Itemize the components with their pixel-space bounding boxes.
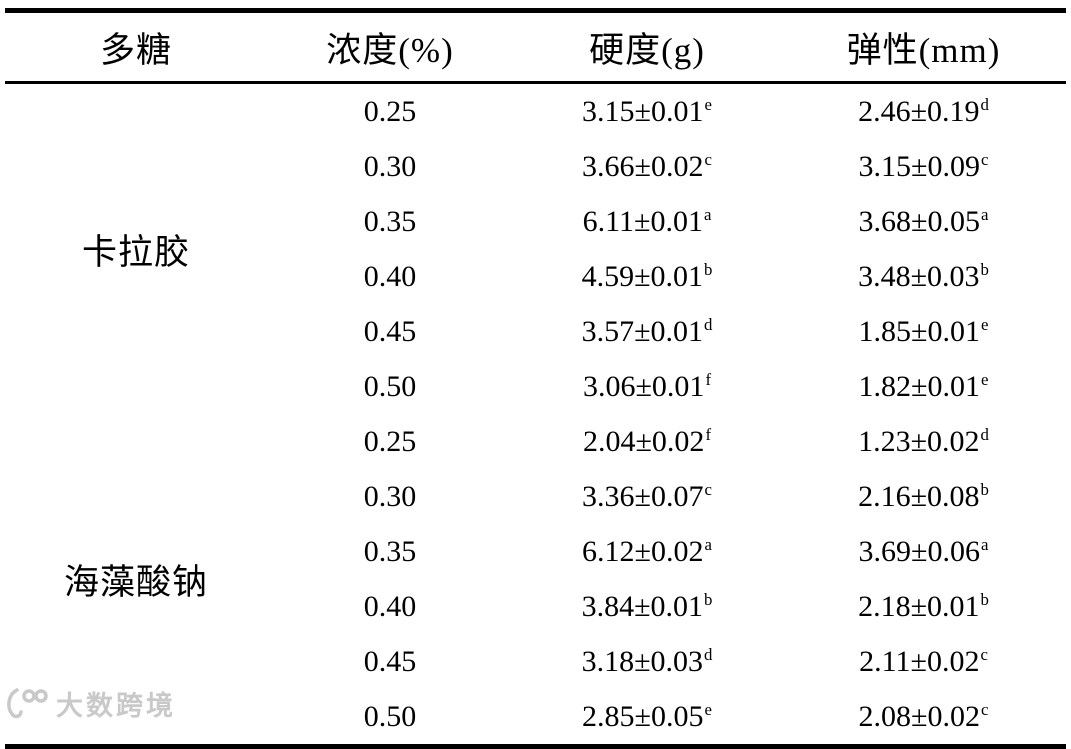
table-row: 0.40 3.84±0.01b 2.18±0.01b bbox=[5, 579, 1066, 634]
table-row: 0.45 3.57±0.01d 1.85±0.01e bbox=[5, 304, 1066, 359]
hardness-cell: 3.57±0.01d bbox=[581, 314, 713, 348]
concentration-cell: 0.50 bbox=[363, 699, 417, 733]
table-row: 0.40 4.59±0.01b 3.48±0.03b bbox=[5, 249, 1066, 304]
watermark: 大数跨境 bbox=[4, 686, 176, 721]
significance-superscript: d bbox=[704, 314, 713, 334]
table-row: 卡拉胶 0.25 3.15±0.01e 2.46±0.19d bbox=[5, 83, 1066, 272]
significance-superscript: b bbox=[980, 589, 989, 609]
table-row: 0.45 3.18±0.03d 2.11±0.02c bbox=[5, 634, 1066, 689]
concentration-cell: 0.35 bbox=[363, 204, 417, 238]
significance-superscript: b bbox=[704, 259, 713, 279]
hardness-cell: 6.12±0.02a bbox=[582, 534, 712, 568]
hardness-cell: 3.06±0.01f bbox=[582, 369, 712, 403]
table-row: 海藻酸钠 0.25 2.04±0.02f 1.23±0.02d bbox=[5, 414, 1066, 602]
concentration-cell: 0.45 bbox=[363, 314, 417, 348]
significance-superscript: d bbox=[704, 644, 713, 664]
concentration-cell: 0.45 bbox=[363, 644, 417, 678]
significance-superscript: a bbox=[981, 534, 989, 554]
elasticity-cell: 3.69±0.06a bbox=[858, 534, 989, 568]
elasticity-cell: 2.16±0.08b bbox=[858, 479, 989, 513]
significance-superscript: d bbox=[980, 94, 989, 114]
table-row: 0.30 3.36±0.07c 2.16±0.08b bbox=[5, 469, 1066, 524]
watermark-text: 大数跨境 bbox=[56, 690, 176, 721]
significance-superscript: c bbox=[704, 479, 712, 499]
concentration-cell: 0.35 bbox=[363, 534, 417, 568]
table-row: 0.50 3.06±0.01f 1.82±0.01e bbox=[5, 359, 1066, 414]
significance-superscript: c bbox=[981, 149, 989, 169]
significance-superscript: f bbox=[705, 424, 712, 444]
concentration-cell: 0.25 bbox=[363, 94, 417, 128]
significance-superscript: e bbox=[704, 699, 712, 719]
significance-superscript: b bbox=[704, 589, 713, 609]
significance-superscript: a bbox=[704, 534, 712, 554]
hardness-cell: 3.18±0.03d bbox=[581, 644, 713, 678]
elasticity-cell: 1.85±0.01e bbox=[858, 314, 989, 348]
hardness-cell: 3.66±0.02c bbox=[582, 149, 712, 183]
concentration-cell: 0.30 bbox=[363, 479, 417, 513]
significance-superscript: e bbox=[704, 94, 712, 114]
elasticity-cell: 3.15±0.09c bbox=[858, 149, 989, 183]
concentration-cell: 0.40 bbox=[363, 259, 417, 293]
significance-superscript: c bbox=[980, 644, 988, 664]
significance-superscript: a bbox=[703, 204, 712, 224]
dashu-kuajing-logo-icon bbox=[7, 688, 48, 719]
significance-superscript: a bbox=[981, 204, 989, 224]
table-row: 0.50 2.85±0.05e 2.08±0.02c bbox=[5, 689, 1066, 747]
concentration-cell: 0.40 bbox=[363, 589, 417, 623]
elasticity-cell: 2.11±0.02c bbox=[859, 644, 988, 678]
significance-superscript: b bbox=[980, 479, 989, 499]
elasticity-cell: 3.68±0.05a bbox=[858, 204, 989, 238]
hardness-cell: 2.04±0.02f bbox=[582, 424, 712, 458]
header-elasticity: 弹性(mm) bbox=[781, 10, 1066, 84]
significance-superscript: e bbox=[981, 369, 989, 389]
elasticity-cell: 2.08±0.02c bbox=[858, 699, 989, 733]
elasticity-cell: 2.18±0.01b bbox=[858, 589, 989, 623]
elasticity-cell: 1.23±0.02d bbox=[858, 424, 989, 458]
header-concentration: 浓度(%) bbox=[267, 10, 513, 84]
elasticity-cell: 1.82±0.01e bbox=[858, 369, 989, 403]
header-hardness: 硬度(g) bbox=[513, 10, 781, 84]
hardness-cell: 3.84±0.01b bbox=[581, 589, 713, 623]
hardness-cell: 3.36±0.07c bbox=[582, 479, 712, 513]
header-polysaccharide: 多糖 bbox=[5, 10, 267, 84]
hardness-cell: 4.59±0.01b bbox=[581, 259, 713, 293]
polysaccharide-gel-table: 多糖 浓度(%) 硬度(g) 弹性(mm) 卡拉胶 0.25 3.15±0.01e 2… bbox=[5, 8, 1066, 749]
elasticity-cell: 3.48±0.03b bbox=[858, 259, 989, 293]
table-row: 0.35 6.11±0.01a 3.68±0.05a bbox=[5, 194, 1066, 249]
table-header: 多糖 浓度(%) 硬度(g) 弹性(mm) bbox=[5, 10, 1066, 84]
concentration-cell: 0.25 bbox=[363, 424, 417, 458]
table-row: 0.35 6.12±0.02a 3.69±0.06a bbox=[5, 524, 1066, 579]
group-cell: 卡拉胶 bbox=[81, 232, 190, 272]
page: { "colors": { "text": "#000000", "border… bbox=[4, 8, 1066, 749]
significance-superscript: d bbox=[980, 424, 989, 444]
table-body: 卡拉胶 0.25 3.15±0.01e 2.46±0.19d 0.30 3.66±0.02… bbox=[5, 83, 1066, 747]
significance-superscript: c bbox=[981, 699, 989, 719]
significance-superscript: f bbox=[705, 369, 712, 389]
significance-superscript: c bbox=[704, 149, 712, 169]
hardness-cell: 6.11±0.01a bbox=[582, 204, 712, 238]
significance-superscript: e bbox=[981, 314, 989, 334]
hardness-cell: 2.85±0.05e bbox=[582, 699, 712, 733]
concentration-cell: 0.50 bbox=[363, 369, 417, 403]
table-row: 0.30 3.66±0.02c 3.15±0.09c bbox=[5, 139, 1066, 194]
hardness-cell: 3.15±0.01e bbox=[582, 94, 712, 128]
concentration-cell: 0.30 bbox=[363, 149, 417, 183]
significance-superscript: b bbox=[980, 259, 989, 279]
header-row: 多糖 浓度(%) 硬度(g) 弹性(mm) bbox=[5, 10, 1066, 84]
group-cell: 海藻酸钠 bbox=[63, 562, 208, 602]
elasticity-cell: 2.46±0.19d bbox=[858, 94, 989, 128]
